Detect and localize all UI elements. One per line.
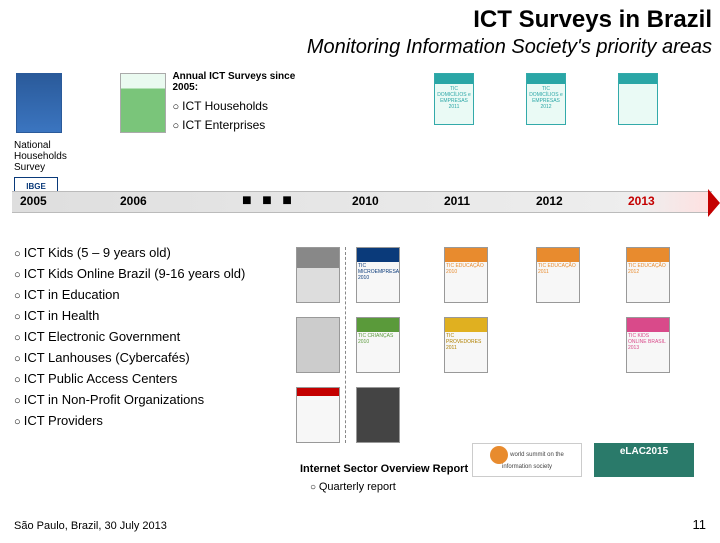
- year-2013: 2013: [628, 194, 655, 208]
- year-2010: 2010: [352, 194, 379, 208]
- year-2006: 2006: [120, 194, 147, 208]
- timeline-top-row: National Households Survey IBGE Annual I…: [0, 71, 720, 181]
- col-2012-top: TIC DOMICÍLIOS e EMPRESAS 2012: [524, 71, 584, 181]
- pub-thumb: [296, 317, 340, 373]
- ict-item: ICT Public Access Centers: [14, 369, 245, 390]
- ict-item: ICT Kids Online Brazil (9-16 years old): [14, 264, 245, 285]
- ict-item: ICT in Non-Profit Organizations: [14, 390, 245, 411]
- pub-thumb-edu2010: TIC EDUCAÇÃO 2010: [444, 247, 488, 303]
- sector-report-heading: Internet Sector Overview Report: [300, 463, 468, 475]
- timeline-area: National Households Survey IBGE Annual I…: [0, 71, 720, 231]
- page-title: ICT Surveys in Brazil: [0, 0, 720, 34]
- tic-2012-cover-thumb: TIC DOMICÍLIOS e EMPRESAS 2012: [526, 73, 566, 125]
- pub-thumb-prov2011: TIC PROVEDORES 2011: [444, 317, 488, 373]
- pub-thumb-cri2010: TIC CRIANÇAS 2010: [356, 317, 400, 373]
- ict-item: ICT Electronic Government: [14, 327, 245, 348]
- col-2006: Annual ICT Surveys since 2005: ICT House…: [118, 71, 338, 181]
- ict-item: ICT in Health: [14, 306, 245, 327]
- pub-thumb-edu2011: TIC EDUCAÇÃO 2011: [536, 247, 580, 303]
- annual-surveys-heading: Annual ICT Surveys since 2005:: [172, 71, 322, 93]
- survey-line-enterprises: ICT Enterprises: [172, 116, 322, 135]
- pub-thumb: [296, 247, 340, 303]
- pub-thumb: [296, 387, 340, 443]
- col-2011-top: TIC DOMICÍLIOS e EMPRESAS 2011: [432, 71, 492, 181]
- timeline-dots: ■ ■ ■: [242, 192, 295, 210]
- ict-list: ICT Kids (5 – 9 years old) ICT Kids Onli…: [14, 243, 245, 432]
- dashed-divider: [345, 247, 346, 443]
- survey-2006-cover-thumb: [120, 73, 166, 133]
- page-number: 11: [693, 517, 707, 532]
- ict-item: ICT Kids (5 – 9 years old): [14, 243, 245, 264]
- survey-line-households: ICT Households: [172, 97, 322, 116]
- pub-thumb-mic2010: TIC MICROEMPRESAS 2010: [356, 247, 400, 303]
- col-2005: National Households Survey IBGE: [14, 71, 94, 181]
- lower-area: ICT Kids (5 – 9 years old) ICT Kids Onli…: [0, 243, 720, 543]
- pub-thumb-kids2013: TIC KIDS ONLINE BRASIL 2013: [626, 317, 670, 373]
- col-2013-top: [616, 71, 676, 181]
- page-subtitle: Monitoring Information Society's priorit…: [0, 34, 720, 63]
- pub-thumb-edu2012: TIC EDUCAÇÃO 2012: [626, 247, 670, 303]
- footer-location-date: São Paulo, Brazil, 30 July 2013: [14, 520, 167, 532]
- year-2011: 2011: [444, 194, 470, 208]
- ict-item: ICT Providers: [14, 411, 245, 432]
- year-2005: 2005: [20, 194, 47, 208]
- quarterly-label: Quarterly report: [310, 481, 396, 493]
- timeline-bar: 2005 2006 ■ ■ ■ 2010 2011 2012 2013: [12, 191, 712, 213]
- tic-2013-cover-thumb: [618, 73, 658, 125]
- ict-item: ICT Lanhouses (Cybercafés): [14, 348, 245, 369]
- pnad-caption: National Households Survey: [14, 140, 42, 173]
- tic-2011-cover-thumb: TIC DOMICÍLIOS e EMPRESAS 2011: [434, 73, 474, 125]
- wsis-logo: world summit on the information society: [472, 443, 582, 477]
- elac-logo: eLAC2015: [594, 443, 694, 477]
- ict-item: ICT in Education: [14, 285, 245, 306]
- year-2012: 2012: [536, 194, 563, 208]
- pub-thumb: [356, 387, 400, 443]
- pnad-cover-thumb: [16, 73, 62, 133]
